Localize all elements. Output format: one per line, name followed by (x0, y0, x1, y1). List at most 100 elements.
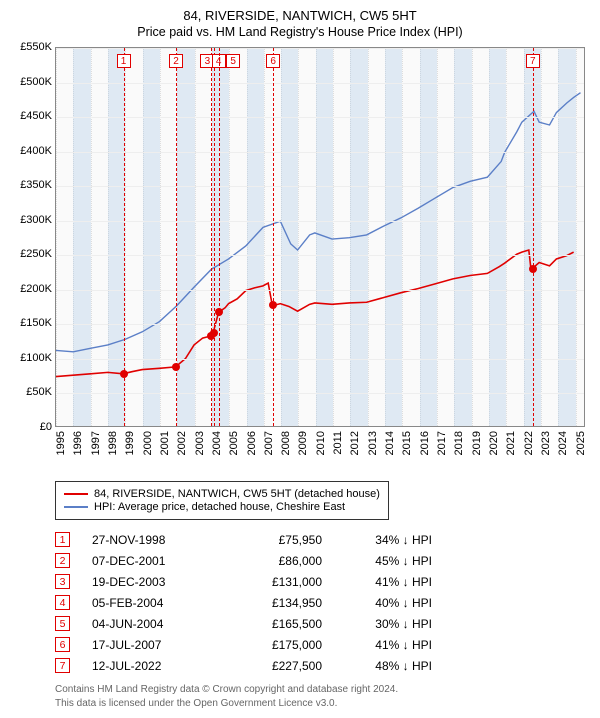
x-tick-label: 2017 (436, 431, 448, 455)
line-svg (56, 48, 584, 426)
transaction-table: 127-NOV-1998£75,95034% ↓ HPI207-DEC-2001… (55, 532, 590, 673)
x-tick-label: 2005 (228, 431, 240, 455)
transaction-diff: 45% ↓ HPI (322, 554, 432, 568)
transaction-date: 27-NOV-1998 (92, 533, 222, 547)
marker-dot (529, 265, 537, 273)
x-tick-label: 2015 (401, 431, 413, 455)
transaction-date: 19-DEC-2003 (92, 575, 222, 589)
x-tick-label: 2012 (349, 431, 361, 455)
transaction-row: 405-FEB-2004£134,95040% ↓ HPI (55, 595, 590, 610)
transaction-diff: 48% ↓ HPI (322, 659, 432, 673)
transaction-date: 04-JUN-2004 (92, 617, 222, 631)
chart-subtitle: Price paid vs. HM Land Registry's House … (10, 25, 590, 39)
x-tick-label: 1998 (107, 431, 119, 455)
gridline-h (56, 393, 584, 394)
legend-row: 84, RIVERSIDE, NANTWICH, CW5 5HT (detach… (64, 488, 380, 500)
chart-container: 84, RIVERSIDE, NANTWICH, CW5 5HT Price p… (0, 0, 600, 718)
x-tick-label: 1995 (55, 431, 67, 455)
y-tick-label: £100K (20, 352, 52, 364)
gridline-h (56, 221, 584, 222)
marker-dot (215, 308, 223, 316)
plot-area: 1234567 (55, 47, 585, 427)
transaction-price: £175,000 (222, 638, 322, 652)
marker-number: 2 (169, 54, 183, 68)
footer-text: Contains HM Land Registry data © Crown c… (55, 683, 590, 710)
marker-line (214, 48, 215, 426)
x-tick-label: 2014 (384, 431, 396, 455)
chart-area: £0£50K£100K£150K£200K£250K£300K£350K£400… (10, 47, 590, 477)
transaction-diff: 30% ↓ HPI (322, 617, 432, 631)
y-tick-label: £150K (20, 317, 52, 329)
transaction-price: £165,500 (222, 617, 322, 631)
marker-dot (269, 301, 277, 309)
transaction-diff: 40% ↓ HPI (322, 596, 432, 610)
transaction-diff: 34% ↓ HPI (322, 533, 432, 547)
y-axis: £0£50K£100K£150K£200K£250K£300K£350K£400… (10, 47, 55, 427)
transaction-diff: 41% ↓ HPI (322, 575, 432, 589)
gridline-h (56, 152, 584, 153)
x-tick-label: 2000 (142, 431, 154, 455)
y-tick-label: £200K (20, 283, 52, 295)
chart-title: 84, RIVERSIDE, NANTWICH, CW5 5HT (10, 8, 590, 23)
footer-line-2: This data is licensed under the Open Gov… (55, 697, 590, 711)
transaction-number: 4 (55, 595, 70, 610)
y-tick-label: £250K (20, 248, 52, 260)
x-tick-label: 2022 (523, 431, 535, 455)
x-tick-label: 1996 (72, 431, 84, 455)
gridline-h (56, 186, 584, 187)
marker-dot (120, 370, 128, 378)
x-tick-label: 2021 (505, 431, 517, 455)
x-tick-label: 2011 (332, 431, 344, 455)
x-tick-label: 2018 (453, 431, 465, 455)
transaction-row: 712-JUL-2022£227,50048% ↓ HPI (55, 658, 590, 673)
series-property (56, 250, 574, 377)
marker-line (219, 48, 220, 426)
marker-number: 7 (526, 54, 540, 68)
gridline-h (56, 255, 584, 256)
x-tick-label: 2009 (297, 431, 309, 455)
marker-number: 6 (266, 54, 280, 68)
transaction-price: £75,950 (222, 533, 322, 547)
y-tick-label: £550K (20, 41, 52, 53)
legend-row: HPI: Average price, detached house, Ches… (64, 501, 380, 513)
transaction-date: 17-JUL-2007 (92, 638, 222, 652)
transaction-row: 504-JUN-2004£165,50030% ↓ HPI (55, 616, 590, 631)
legend-swatch (64, 493, 88, 495)
marker-line (533, 48, 534, 426)
y-tick-label: £400K (20, 145, 52, 157)
x-tick-label: 2003 (194, 431, 206, 455)
gridline-h (56, 83, 584, 84)
y-tick-label: £0 (40, 421, 52, 433)
transaction-number: 6 (55, 637, 70, 652)
x-tick-label: 2010 (315, 431, 327, 455)
y-tick-label: £350K (20, 179, 52, 191)
y-tick-label: £450K (20, 110, 52, 122)
x-tick-label: 1997 (90, 431, 102, 455)
transaction-price: £86,000 (222, 554, 322, 568)
transaction-number: 7 (55, 658, 70, 673)
transaction-row: 127-NOV-1998£75,95034% ↓ HPI (55, 532, 590, 547)
x-tick-label: 2002 (176, 431, 188, 455)
marker-line (211, 48, 212, 426)
x-tick-label: 2008 (280, 431, 292, 455)
transaction-price: £134,950 (222, 596, 322, 610)
transaction-date: 12-JUL-2022 (92, 659, 222, 673)
gridline-h (56, 359, 584, 360)
legend: 84, RIVERSIDE, NANTWICH, CW5 5HT (detach… (55, 481, 389, 520)
x-tick-label: 2025 (575, 431, 587, 455)
transaction-diff: 41% ↓ HPI (322, 638, 432, 652)
legend-swatch (64, 506, 88, 508)
transaction-number: 2 (55, 553, 70, 568)
transaction-row: 6 17-JUL-2007£175,00041% ↓ HPI (55, 637, 590, 652)
y-tick-label: £500K (20, 76, 52, 88)
marker-number: 5 (226, 54, 240, 68)
x-tick-label: 2019 (471, 431, 483, 455)
transaction-price: £131,000 (222, 575, 322, 589)
x-tick-label: 2016 (419, 431, 431, 455)
x-tick-label: 2001 (159, 431, 171, 455)
x-tick-label: 1999 (124, 431, 136, 455)
x-tick-label: 2023 (540, 431, 552, 455)
legend-label: HPI: Average price, detached house, Ches… (94, 501, 345, 513)
marker-number: 1 (117, 54, 131, 68)
y-tick-label: £300K (20, 214, 52, 226)
